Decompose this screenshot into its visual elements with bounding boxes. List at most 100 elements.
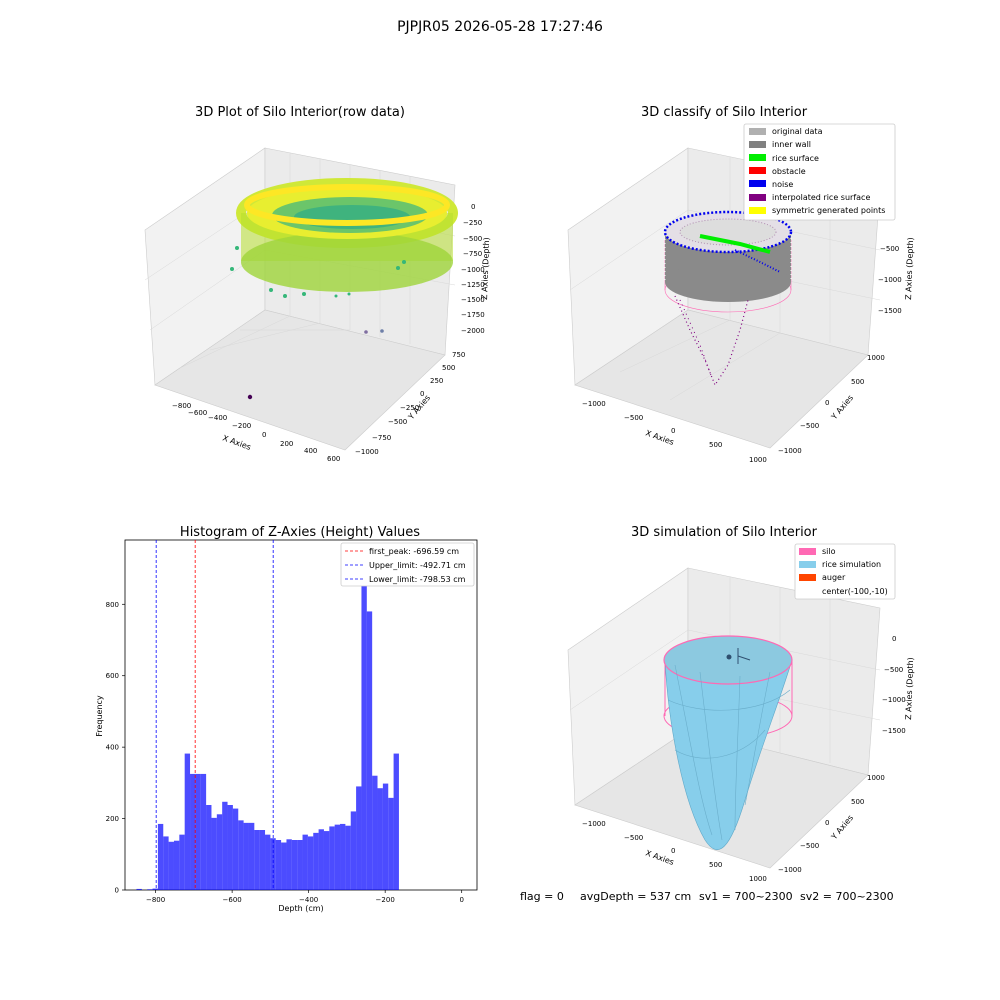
histogram-bar <box>334 824 341 890</box>
histogram-bar <box>329 826 335 890</box>
histogram-bar <box>152 888 158 890</box>
classify-y-tick: 500 <box>851 378 864 386</box>
raw-y-tick: 500 <box>442 364 455 372</box>
simulation-y-tick: 500 <box>851 798 864 806</box>
raw-z-label: Z Axies (Depth) <box>480 237 491 300</box>
histogram-bar <box>168 841 174 890</box>
classify-y-tick: −1000 <box>778 447 802 455</box>
panel-histogram: Histogram of Z-Axies (Height) Values −80… <box>95 525 478 913</box>
histogram-x-label: Depth (cm) <box>278 904 323 913</box>
histogram-bar <box>393 753 399 890</box>
histogram-bar <box>163 836 169 890</box>
y-tick-label: 400 <box>106 744 119 752</box>
classify-legend-label: inner wall <box>772 140 811 149</box>
classify-x-tick: 500 <box>709 441 722 449</box>
classify-legend-swatch <box>749 154 766 161</box>
classify-legend-swatch <box>749 128 766 135</box>
panel-simulation: 3D simulation of Silo Interior <box>567 525 915 883</box>
histogram-bar <box>211 817 217 890</box>
histogram-bar <box>232 808 239 890</box>
histogram-bar <box>356 786 362 890</box>
simulation-y-tick: 0 <box>825 819 829 827</box>
histogram-title: Histogram of Z-Axies (Height) Values <box>180 525 420 540</box>
classify-legend-label: noise <box>772 180 793 189</box>
panel-raw-data: 3D Plot of Silo Interior(row data) <box>144 105 491 463</box>
classify-x-tick: 0 <box>671 427 675 435</box>
histogram-bar <box>291 840 298 890</box>
histogram-bar <box>313 832 319 890</box>
x-tick-label: −200 <box>376 896 395 904</box>
simulation-z-label: Z Axies (Depth) <box>904 657 915 720</box>
simulation-legend-swatch <box>799 548 816 555</box>
histogram-bar <box>270 838 276 890</box>
classify-legend-swatch <box>749 207 766 214</box>
histogram-bar <box>157 823 164 890</box>
histogram-bar <box>361 552 367 890</box>
histogram-bar <box>259 830 266 890</box>
classify-legend-label: obstacle <box>772 167 806 176</box>
raw-z-tick: −2000 <box>461 327 485 335</box>
simulation-x-tick: −500 <box>624 834 643 842</box>
histogram-bar <box>377 788 383 890</box>
histogram-bar <box>206 805 212 890</box>
classify-legend-label: symmetric generated points <box>772 206 885 215</box>
raw-z-tick: −750 <box>463 250 482 258</box>
raw-z-tick: −250 <box>463 219 482 227</box>
legend-label-upper-limit: Upper_limit: -492.71 cm <box>369 561 466 570</box>
raw-x-tick: 600 <box>327 455 340 463</box>
histogram-bar <box>307 836 314 890</box>
classify-legend-swatch <box>749 141 766 148</box>
classify-legend-swatch <box>749 167 766 174</box>
raw-x-tick: 0 <box>262 431 266 439</box>
histogram-bar <box>136 888 142 890</box>
simulation-y-tick: −1000 <box>778 866 802 874</box>
raw-x-tick: −400 <box>208 414 227 422</box>
classify-point-cloud <box>663 210 793 387</box>
histogram-bar <box>173 840 180 890</box>
classify-y-tick: −500 <box>800 422 819 430</box>
raw-x-tick: 400 <box>304 447 317 455</box>
simulation-legend-label: center(-100,-10) <box>822 587 888 596</box>
classify-z-tick: −500 <box>880 245 899 253</box>
raw-z-tick: −1500 <box>461 296 485 304</box>
histogram-bar <box>222 801 228 890</box>
histogram-bar <box>179 834 185 890</box>
histogram-bars <box>136 552 399 890</box>
raw-y-tick: −1000 <box>355 448 379 456</box>
y-tick-label: 600 <box>106 672 119 680</box>
simulation-z-tick: −500 <box>884 666 903 674</box>
simulation-x-tick: 500 <box>709 861 722 869</box>
simulation-legend: silo rice simulation auger center(-100,-… <box>794 543 896 600</box>
x-tick-label: −400 <box>299 896 318 904</box>
classify-legend-label: rice surface <box>772 154 819 163</box>
classify-legend-swatch <box>749 194 766 201</box>
raw-point-cloud <box>230 178 458 400</box>
classify-legend-label: original data <box>772 127 823 136</box>
classify-y-tick: 0 <box>825 399 829 407</box>
simulation-legend-label: silo <box>822 547 836 556</box>
histogram-bar <box>200 773 207 890</box>
histogram-y-label: Frequency <box>95 695 104 737</box>
histogram-bar <box>248 822 255 890</box>
histogram-bar <box>318 829 324 890</box>
classify-x-tick: −500 <box>624 414 643 422</box>
histogram-bar <box>254 830 260 890</box>
histogram-bar <box>302 834 308 890</box>
legend-label-first-peak: first_peak: -696.59 cm <box>369 547 459 556</box>
classify-x-tick: 1000 <box>749 456 767 464</box>
raw-x-tick: 200 <box>280 440 293 448</box>
raw-x-tick: −200 <box>232 422 251 430</box>
footer-sv2: sv2 = 700~2300 <box>800 890 894 903</box>
histogram-bar <box>350 811 357 890</box>
simulation-z-tick: −1000 <box>882 696 906 704</box>
raw-y-tick: 0 <box>420 390 424 398</box>
panel-classify: 3D classify of Silo Interior <box>567 105 915 464</box>
simulation-surface <box>663 635 793 850</box>
classify-z-label: Z Axies (Depth) <box>904 237 915 300</box>
y-tick-label: 200 <box>106 815 119 823</box>
simulation-y-tick: 1000 <box>867 774 885 782</box>
simulation-y-tick: −500 <box>800 842 819 850</box>
x-tick-label: −600 <box>223 896 242 904</box>
raw-z-tick: −1000 <box>461 266 485 274</box>
y-tick-label: 800 <box>106 601 119 609</box>
